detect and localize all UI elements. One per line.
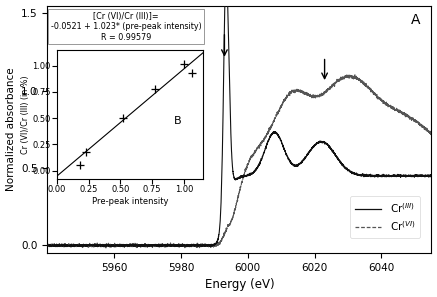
X-axis label: Energy (eV): Energy (eV) bbox=[205, 279, 274, 291]
Legend: Cr$^{(III)}$, Cr$^{(VI)}$: Cr$^{(III)}$, Cr$^{(VI)}$ bbox=[350, 196, 420, 238]
Text: [Cr (VI)/Cr (III)]=
-0.0521 + 1.023* (pre-peak intensity)
R = 0.99579: [Cr (VI)/Cr (III)]= -0.0521 + 1.023* (pr… bbox=[51, 12, 201, 42]
Y-axis label: Normalized absorbance: Normalized absorbance bbox=[6, 67, 16, 191]
Text: A: A bbox=[410, 13, 420, 27]
